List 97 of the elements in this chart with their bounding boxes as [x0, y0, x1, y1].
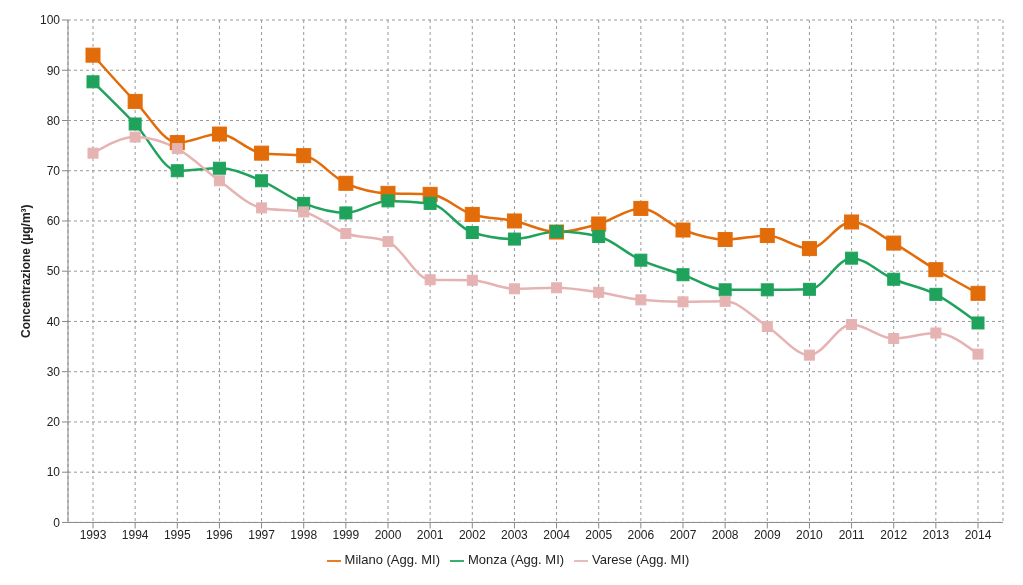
x-tick-label: 1997	[248, 527, 276, 542]
point	[338, 175, 354, 191]
point	[633, 200, 649, 216]
x-tick-label: 2014	[964, 527, 992, 542]
x-tick-label: 2009	[753, 527, 781, 542]
x-tick-label: 1994	[121, 527, 149, 542]
point	[128, 117, 142, 131]
point	[87, 147, 99, 159]
x-tick-label: 2000	[374, 527, 402, 542]
y-tick-label: 90	[46, 63, 61, 78]
point	[464, 206, 480, 222]
point	[466, 274, 478, 286]
point	[170, 164, 184, 178]
y-tick-label: 60	[46, 214, 61, 229]
point	[213, 175, 225, 187]
point	[465, 226, 479, 240]
y-tick-label: 20	[46, 415, 61, 430]
y-tick-label: 0	[53, 515, 61, 530]
x-tick-label: 2005	[585, 527, 613, 542]
point	[506, 213, 522, 229]
x-tick-label: 2006	[627, 527, 655, 542]
y-tick-label: 30	[46, 364, 61, 379]
legend-label: Milano (Agg. MI)	[344, 552, 440, 568]
point	[717, 232, 733, 248]
x-tick-label: 2004	[543, 527, 571, 542]
x-tick-label: 1996	[206, 527, 234, 542]
y-tick-label: 10	[46, 465, 61, 480]
x-tick-label: 1998	[290, 527, 318, 542]
x-tick-label: 2002	[458, 527, 486, 542]
point	[551, 282, 563, 294]
point	[593, 286, 605, 298]
x-tick-label: 1993	[79, 527, 107, 542]
point	[127, 93, 143, 109]
legend-label: Monza (Agg. MI)	[467, 552, 565, 568]
y-axis-title: Concentrazione (µg/m³)	[19, 204, 34, 339]
point	[761, 320, 773, 332]
point	[171, 143, 183, 155]
point	[85, 47, 101, 63]
legend-label: Varese (Agg. MI)	[592, 552, 690, 568]
point	[971, 316, 985, 330]
y-tick-label: 70	[46, 163, 61, 178]
point	[634, 253, 648, 267]
point	[211, 126, 227, 142]
x-tick-label: 1995	[163, 527, 191, 542]
point	[760, 283, 774, 297]
point	[296, 148, 312, 164]
point	[846, 318, 858, 330]
x-tick-label: 2008	[711, 527, 739, 542]
point	[759, 228, 775, 244]
y-tick-label: 100	[39, 13, 61, 28]
point	[507, 232, 521, 246]
point	[803, 349, 815, 361]
y-tick-label: 50	[46, 264, 61, 279]
point	[928, 262, 944, 278]
x-tick-label: 2001	[416, 527, 444, 542]
point	[845, 251, 859, 265]
point	[887, 272, 901, 286]
point	[298, 206, 310, 218]
point	[508, 283, 520, 295]
x-tick-label: 1999	[332, 527, 360, 542]
point	[635, 294, 647, 306]
point	[255, 174, 269, 188]
point	[424, 274, 436, 286]
point	[86, 75, 100, 89]
x-tick-label: 2013	[922, 527, 950, 542]
point	[886, 235, 902, 251]
x-tick-label: 2007	[669, 527, 697, 542]
y-tick-label: 80	[46, 113, 61, 128]
point	[339, 206, 353, 220]
point	[212, 161, 226, 175]
point	[718, 283, 732, 297]
point	[930, 327, 942, 339]
y-tick-label: 40	[46, 314, 61, 329]
point	[592, 230, 606, 244]
point	[382, 236, 394, 248]
point	[591, 216, 607, 232]
point	[719, 295, 731, 307]
point	[423, 196, 437, 210]
x-tick-label: 2010	[796, 527, 824, 542]
point	[802, 282, 816, 296]
point	[129, 131, 141, 143]
point	[888, 333, 900, 345]
x-tick-label: 2003	[501, 527, 529, 542]
point	[254, 145, 270, 161]
point	[677, 296, 689, 308]
point	[844, 214, 860, 230]
point	[256, 202, 268, 214]
point	[970, 285, 986, 301]
point	[929, 287, 943, 301]
point	[801, 241, 817, 257]
x-tick-label: 2012	[880, 527, 908, 542]
x-tick-label: 2011	[838, 527, 865, 542]
point	[676, 268, 690, 282]
point	[972, 348, 984, 360]
point	[340, 228, 352, 240]
point	[675, 222, 691, 238]
point	[381, 194, 395, 208]
